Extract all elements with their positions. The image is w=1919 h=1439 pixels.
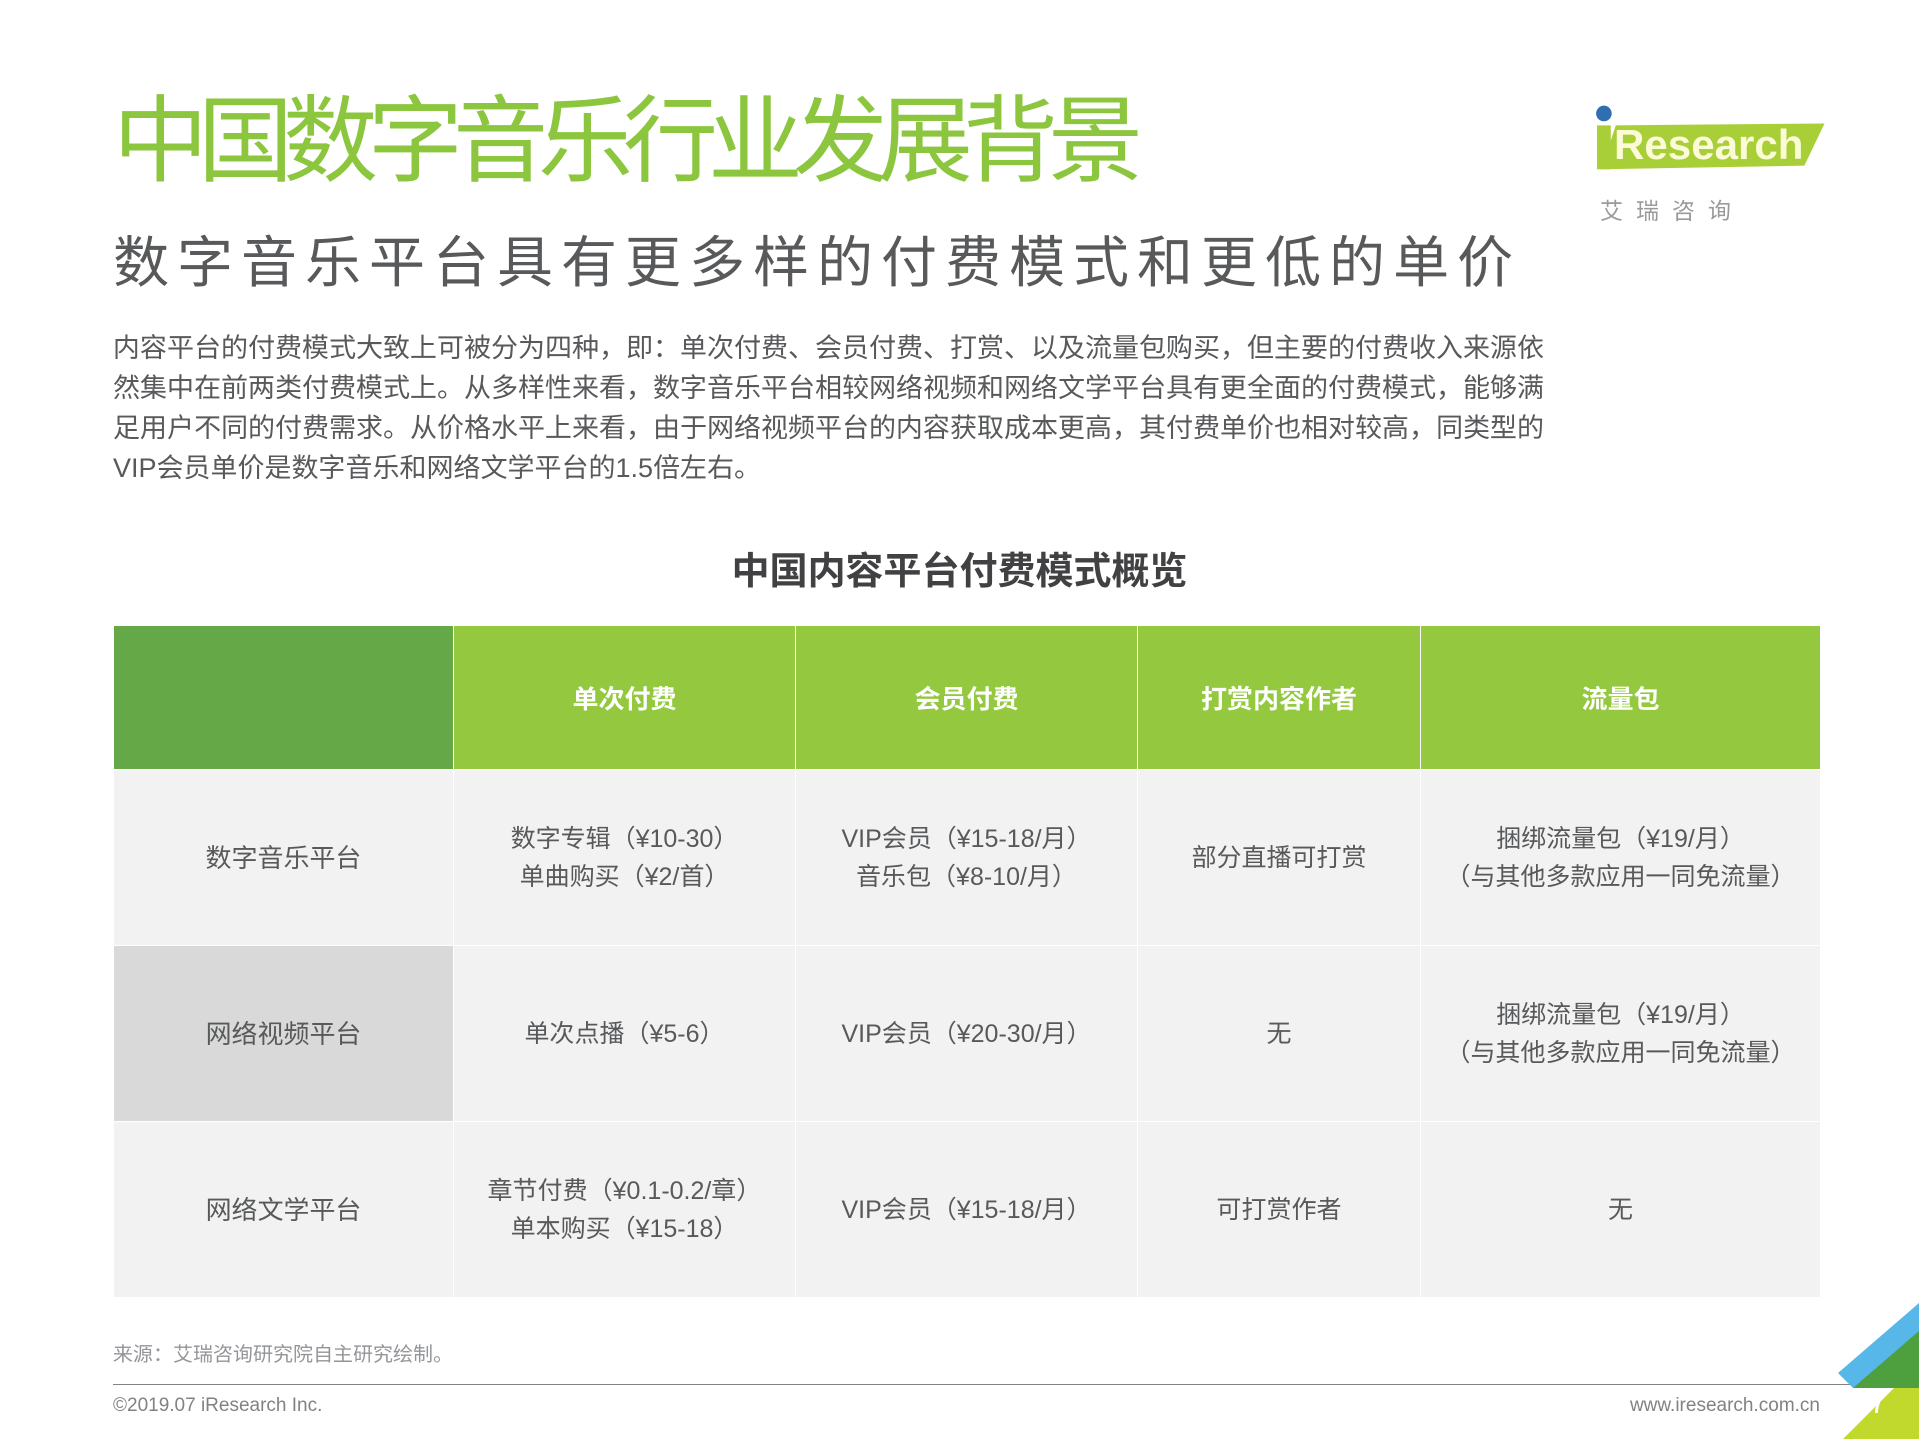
- svg-text:Research: Research: [1614, 121, 1804, 168]
